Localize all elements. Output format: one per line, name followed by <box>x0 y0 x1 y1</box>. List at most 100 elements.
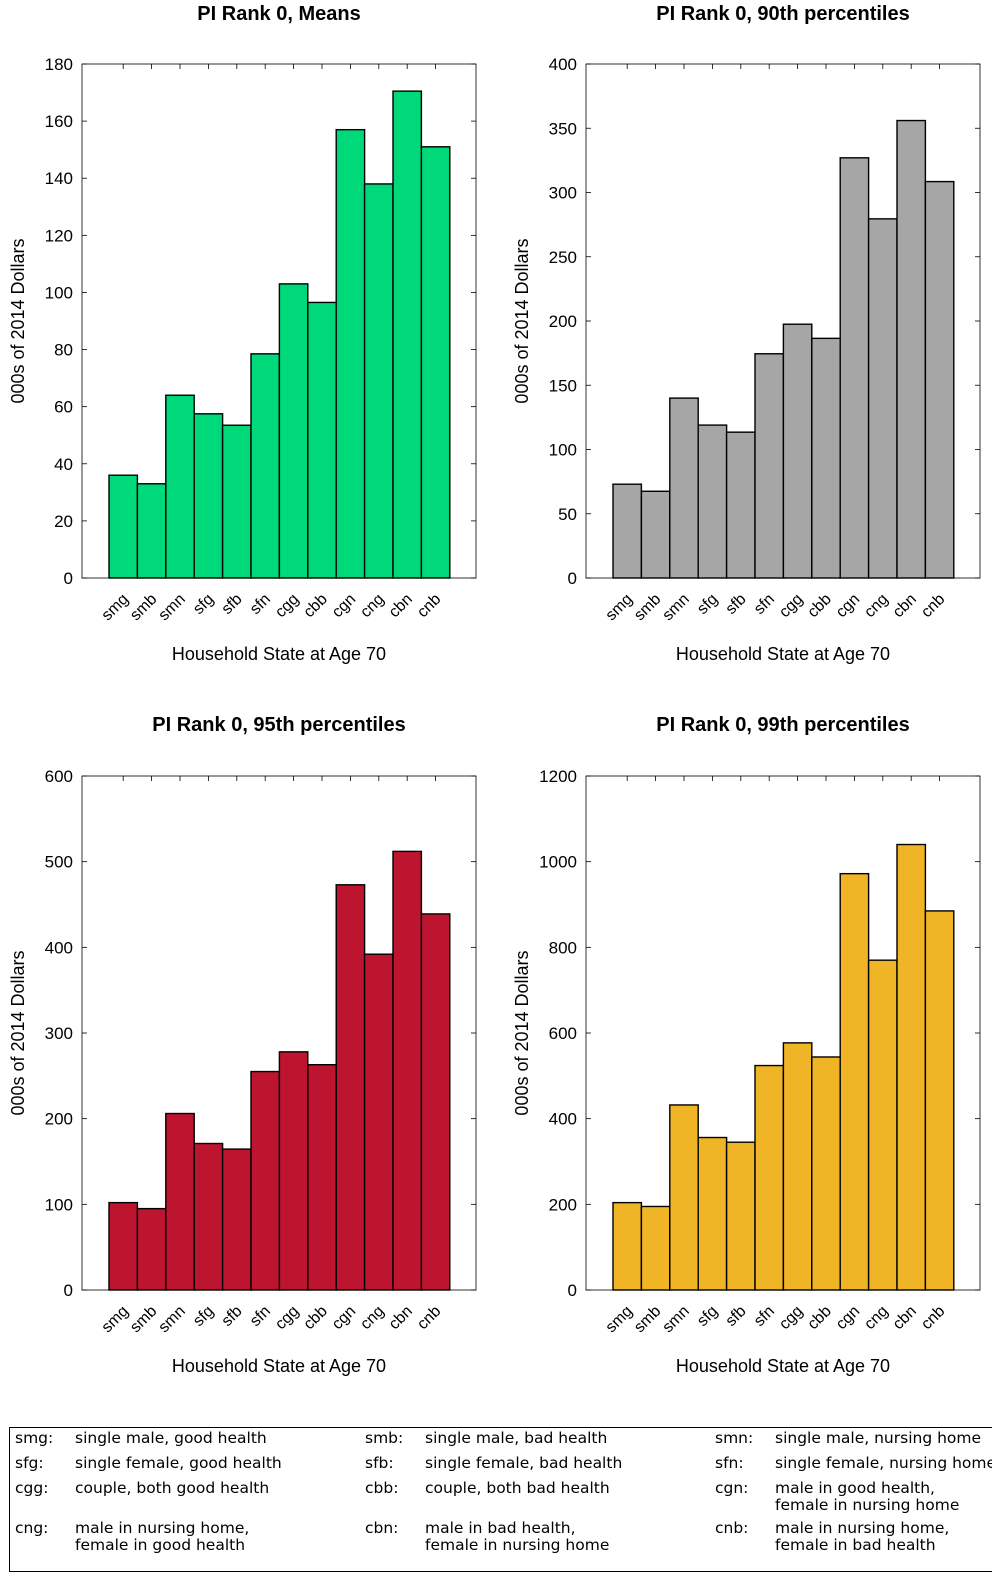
x-axis-label: Household State at Age 70 <box>676 644 890 664</box>
x-tick-label-cnb: cnb <box>918 591 948 621</box>
bar-sfn <box>754 353 785 579</box>
bar-sfb <box>221 424 252 579</box>
x-axis-label: Household State at Age 70 <box>172 644 386 664</box>
legend-description: single male, nursing home <box>775 1429 982 1447</box>
x-tick-label-smb: smb <box>127 1303 160 1336</box>
bar-sfn <box>250 1070 281 1291</box>
x-tick-label-sfg: sfg <box>190 591 217 618</box>
chart-title: PI Rank 0, 99th percentiles <box>656 714 909 736</box>
bar-cbn <box>896 119 927 579</box>
bar-sfg <box>193 1142 224 1291</box>
bar-cgn <box>335 128 366 579</box>
x-tick-label-sfn: sfn <box>751 591 778 618</box>
bar-smg <box>108 474 139 579</box>
x-tick-label-sfb: sfb <box>723 1303 750 1330</box>
y-tick-label: 160 <box>45 112 73 131</box>
bar-cbn <box>392 850 423 1291</box>
bar-sfg <box>697 1136 728 1291</box>
y-tick-label: 800 <box>549 938 577 957</box>
y-tick-label: 120 <box>45 226 73 245</box>
x-tick-label-smg: smg <box>603 1303 636 1336</box>
x-tick-label-smb: smb <box>631 591 664 624</box>
x-tick-label-cbb: cbb <box>805 1303 835 1333</box>
x-tick-label-smn: smn <box>155 1303 188 1336</box>
x-tick-label-smn: smn <box>659 1303 692 1336</box>
charts-figure: PI Rank 0, Means 0 20 40 60 80 100 120 140 160 180… <box>8 3 981 1376</box>
y-tick-label: 250 <box>549 248 577 267</box>
y-tick-label: 0 <box>568 569 577 588</box>
y-tick-label: 400 <box>549 1110 577 1129</box>
bar-cng <box>363 183 394 579</box>
chart-panel-1: PI Rank 0, Means 0 20 40 60 80 100 120 140 160 180… <box>8 3 477 664</box>
legend-code: smb: <box>365 1429 404 1447</box>
chart-panel-3: PI Rank 0, 95th percentiles 0 100 200 300 400… <box>8 714 477 1376</box>
bar-cng <box>867 959 898 1291</box>
x-tick-label-smg: smg <box>99 1303 132 1336</box>
bar-smb <box>136 1207 167 1291</box>
legend-description: single female, nursing home <box>775 1454 992 1472</box>
bar-smg <box>108 1201 139 1291</box>
y-tick-label: 40 <box>54 455 73 474</box>
legend-description: male in nursing home, female in bad heal… <box>775 1519 950 1554</box>
bar-cgg <box>782 1042 813 1291</box>
y-tick-label: 1000 <box>539 853 577 872</box>
x-tick-label-sfn: sfn <box>247 591 274 618</box>
x-axis-label: Household State at Age 70 <box>676 1356 890 1376</box>
bar-smg <box>612 1201 643 1291</box>
x-tick-label-cgg: cgg <box>776 591 806 621</box>
y-tick-label: 600 <box>549 1024 577 1043</box>
x-tick-label-cnb: cnb <box>918 1303 948 1333</box>
legend-code: sfb: <box>365 1454 394 1472</box>
bar-cgg <box>278 1051 309 1291</box>
bar-cbb <box>811 1056 841 1291</box>
abbreviation-legend: smg: single male, good health smb: single m… <box>9 1427 992 1572</box>
y-tick-label: 400 <box>45 938 73 957</box>
y-tick-label: 1200 <box>539 767 577 786</box>
x-tick-label-cbb: cbb <box>301 591 331 621</box>
bar-cng <box>867 218 898 579</box>
x-tick-label-sfg: sfg <box>190 1303 217 1330</box>
y-tick-label: 0 <box>568 1281 577 1300</box>
x-tick-label-cbn: cbn <box>386 1303 416 1333</box>
bar-smn <box>165 1112 195 1291</box>
bar-cbn <box>896 843 927 1291</box>
bar-cgn <box>839 157 870 579</box>
x-tick-label-sfg: sfg <box>694 1303 721 1330</box>
legend-description: couple, both bad health <box>425 1479 610 1497</box>
x-tick-label-smb: smb <box>631 1303 664 1336</box>
y-tick-label: 140 <box>45 169 73 188</box>
legend-description: male in good health, female in nursing h… <box>775 1479 960 1514</box>
chart-panel-4: PI Rank 0, 99th percentiles 0 200 400 600 800… <box>512 714 981 1376</box>
bar-cbn <box>392 90 423 579</box>
y-tick-label: 350 <box>549 119 577 138</box>
bar-cgg <box>278 283 309 579</box>
bar-cnb <box>420 913 451 1291</box>
legend-description: single female, bad health <box>425 1454 623 1472</box>
legend-code: cnb: <box>715 1519 749 1537</box>
y-tick-label: 200 <box>549 312 577 331</box>
legend-description: single male, bad health <box>425 1429 608 1447</box>
x-tick-label-cnb: cnb <box>414 591 444 621</box>
legend-code: smn: <box>715 1429 754 1447</box>
y-tick-label: 500 <box>45 853 73 872</box>
x-tick-label-sfb: sfb <box>723 591 750 618</box>
y-tick-label: 150 <box>549 376 577 395</box>
y-axis-label: 000s of 2014 Dollars <box>512 238 532 403</box>
y-tick-label: 100 <box>45 1195 73 1214</box>
x-tick-label-cng: cng <box>357 591 387 621</box>
y-tick-label: 300 <box>45 1024 73 1043</box>
x-axis-label: Household State at Age 70 <box>172 1356 386 1376</box>
y-tick-label: 60 <box>54 398 73 417</box>
x-tick-label-smn: smn <box>155 591 188 624</box>
legend-description: male in nursing home, female in good hea… <box>75 1519 250 1554</box>
bar-smb <box>640 1205 671 1291</box>
legend-description: male in bad health, female in nursing ho… <box>425 1519 610 1554</box>
legend-code: sfn: <box>715 1454 744 1472</box>
y-axis-label: 000s of 2014 Dollars <box>8 238 28 403</box>
y-tick-label: 20 <box>54 512 73 531</box>
x-tick-label-cgn: cgn <box>329 591 359 621</box>
y-tick-label: 300 <box>549 184 577 203</box>
x-tick-label-sfn: sfn <box>751 1303 778 1330</box>
legend-code: cgn: <box>715 1479 749 1497</box>
x-tick-label-cng: cng <box>861 1303 891 1333</box>
